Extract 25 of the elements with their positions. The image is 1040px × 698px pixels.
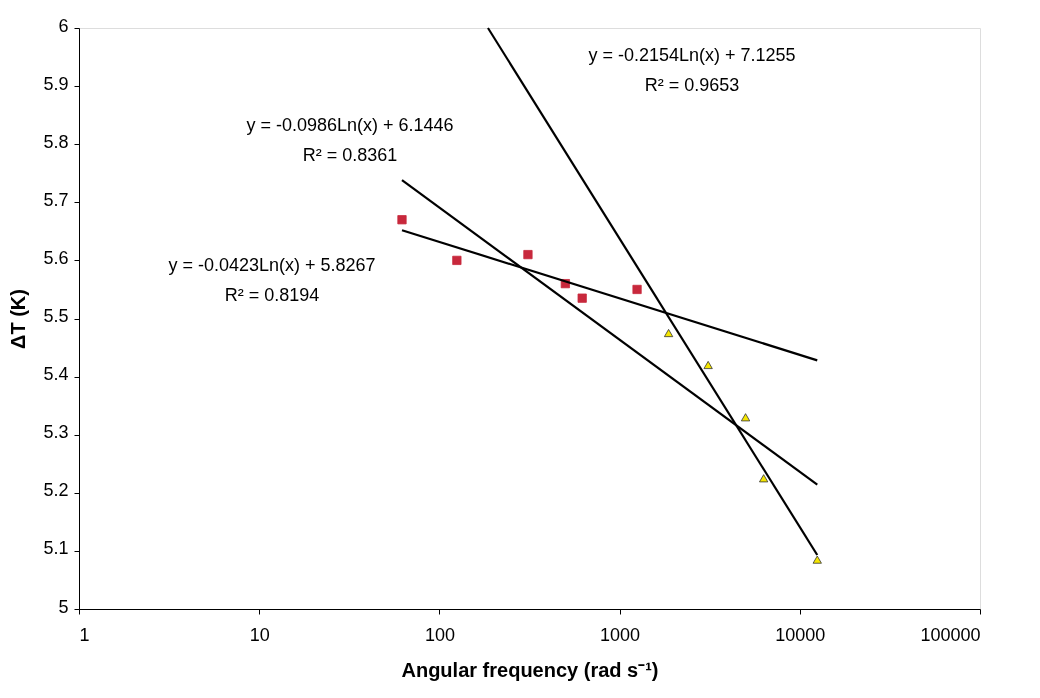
x-tick-label: 1 [79,624,90,645]
y-tick-label: 5.9 [43,73,69,94]
annotation: y = -0.0423Ln(x) + 5.8267 [168,255,376,275]
y-tick-label: 5.2 [43,480,69,501]
y-tick-label: 5.1 [43,538,69,559]
y-tick-label: 5.5 [43,306,69,326]
x-tick-label: 10 [249,624,270,645]
x-axis-title: Angular frequency (rad s⁻¹) [401,658,659,681]
x-tick-label: 1000 [600,624,641,645]
annotation: R² = 0.8361 [302,145,398,165]
y-axis-title: ΔT (K) [7,289,30,349]
y-tick-label: 5.7 [43,189,69,210]
x-tick-label: 100000 [920,624,981,645]
annotation: R² = 0.8194 [224,285,320,305]
y-tick-label: 5.4 [43,364,69,385]
y-tick-label: 6 [58,15,69,36]
y-tick-label: 5.3 [43,422,69,443]
annotation: R² = 0.9653 [644,75,740,95]
annotation: y = -0.2154Ln(x) + 7.1255 [588,45,796,65]
x-tick-label: 100 [424,624,455,645]
y-tick-label: 5.6 [43,247,69,268]
y-tick-label: 5.8 [43,131,69,152]
y-tick-label: 5 [58,596,69,617]
x-tick-label: 10000 [775,624,826,645]
annotation: y = -0.0986Ln(x) + 6.1446 [246,115,454,135]
